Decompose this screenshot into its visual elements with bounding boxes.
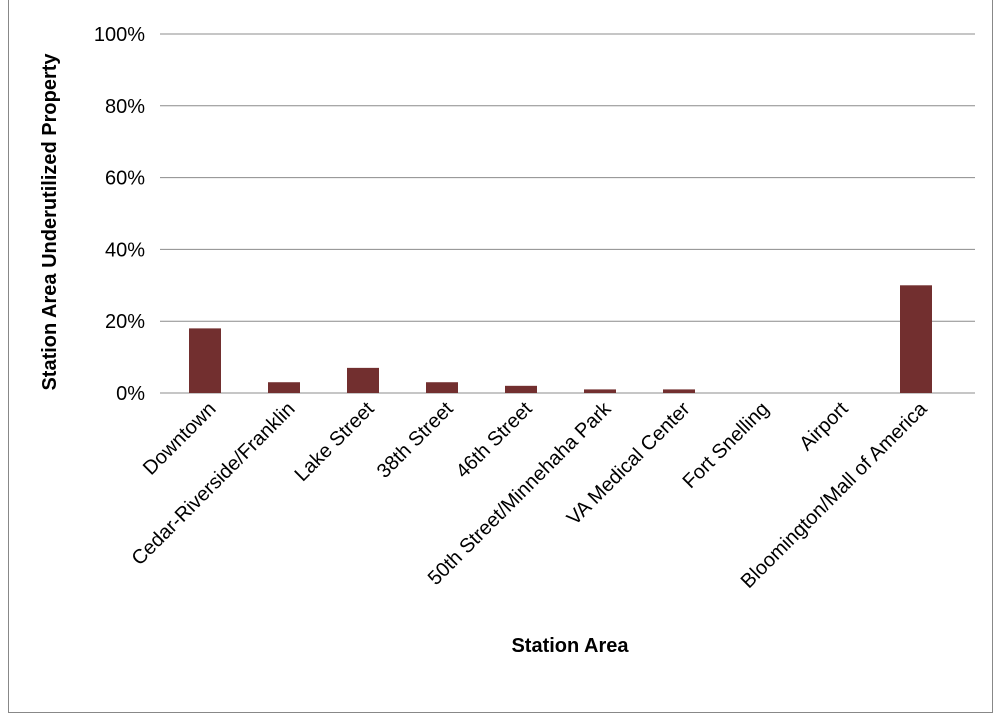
x-category-label: Airport (795, 398, 853, 456)
chart-frame (8, 0, 993, 713)
y-tick-label: 0% (116, 383, 145, 405)
y-tick-label: 60% (105, 168, 145, 190)
bar (584, 389, 616, 393)
bar (663, 389, 695, 393)
bar (189, 328, 221, 393)
y-tick-label: 100% (94, 24, 145, 46)
grid-lines (160, 33, 975, 394)
y-tick-labels: 0% 20% 40% 60% 80% 100% (94, 24, 145, 405)
bar (268, 382, 300, 393)
x-category-label: Downtown (139, 398, 221, 480)
bar (505, 385, 537, 393)
bar (900, 285, 932, 393)
bars (189, 285, 932, 393)
y-tick-label: 20% (105, 311, 145, 333)
y-axis-title: Station Area Underutilized Property (39, 53, 61, 391)
bar (347, 367, 379, 393)
x-category-label: Cedar-Riverside/Franklin (128, 398, 300, 570)
y-tick-label: 40% (105, 239, 145, 261)
x-category-label: 46th Street (452, 398, 537, 483)
x-axis-title: Station Area (511, 635, 629, 657)
y-tick-label: 80% (105, 96, 145, 118)
x-category-label: 38th Street (373, 398, 458, 483)
x-category-label: Lake Street (291, 398, 379, 486)
bar (426, 382, 458, 393)
